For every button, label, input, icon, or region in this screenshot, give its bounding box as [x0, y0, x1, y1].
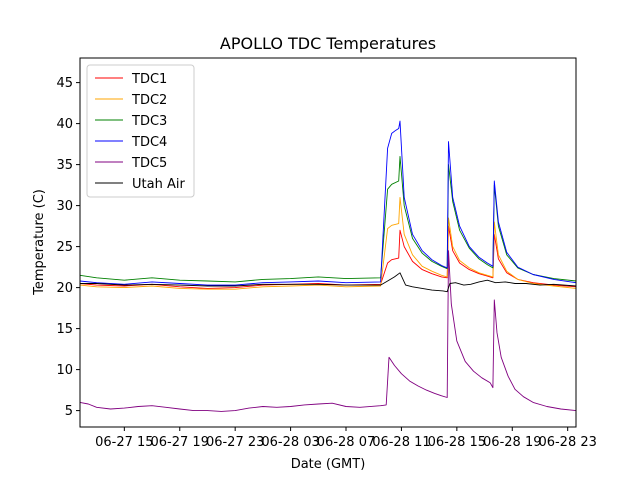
- x-tick-label: 06-28 03: [261, 435, 319, 450]
- series-line-utah-air: [80, 272, 577, 293]
- x-tick-label: 06-28 11: [372, 435, 430, 450]
- y-tick-label: 40: [56, 117, 73, 132]
- y-tick-label: 30: [56, 199, 73, 214]
- y-axis-label: Temperature (C): [32, 189, 47, 296]
- plot-lines: [79, 120, 577, 412]
- x-tick-label: 06-27 19: [151, 435, 209, 450]
- series-line-tdc2: [79, 196, 577, 290]
- legend: TDC1 TDC2 TDC3 TDC4 TDC5 Utah Air: [86, 64, 195, 198]
- series-line-tdc5: [79, 250, 577, 412]
- y-axis-ticks: 5 10 15 20 25 30 35 40 45: [56, 76, 80, 419]
- x-axis-label: Date (GMT): [291, 457, 366, 472]
- legend-label: Utah Air: [132, 177, 185, 192]
- legend-label: TDC5: [131, 156, 167, 171]
- y-tick-label: 20: [56, 281, 73, 296]
- y-tick-label: 25: [56, 240, 73, 255]
- plot-area-frame: [79, 57, 577, 428]
- y-tick-label: 5: [65, 404, 73, 419]
- x-tick-label: 06-27 15: [95, 435, 153, 450]
- y-tick-label: 35: [56, 158, 73, 173]
- y-tick-label: 10: [56, 363, 73, 378]
- x-tick-label: 06-28 07: [317, 435, 375, 450]
- legend-box: [86, 64, 195, 198]
- legend-label: TDC2: [131, 93, 167, 108]
- legend-label: TDC1: [131, 72, 167, 87]
- y-tick-label: 45: [56, 76, 73, 91]
- x-tick-label: 06-28 23: [538, 435, 596, 450]
- y-tick-label: 15: [56, 322, 73, 337]
- legend-label: TDC3: [131, 114, 167, 129]
- series-line-tdc1: [79, 225, 577, 289]
- legend-label: TDC4: [131, 135, 167, 150]
- x-tick-label: 06-27 23: [206, 435, 264, 450]
- chart-title: APOLLO TDC Temperatures: [220, 34, 436, 53]
- series-line-tdc4: [79, 120, 577, 286]
- x-tick-label: 06-28 19: [483, 435, 541, 450]
- x-tick-label: 06-28 15: [428, 435, 486, 450]
